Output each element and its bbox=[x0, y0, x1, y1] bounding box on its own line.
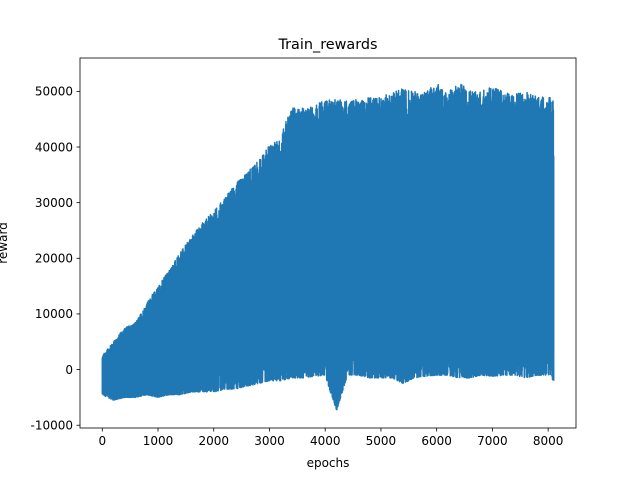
y-tick-label: -10000 bbox=[30, 419, 73, 433]
x-tick-label: 4000 bbox=[310, 434, 341, 448]
x-tick-label: 7000 bbox=[477, 434, 508, 448]
y-axis-label: reward bbox=[0, 222, 10, 264]
x-axis-ticks: 0 1000 2000 3000 4000 5000 6000 7000 8000 bbox=[98, 428, 563, 448]
chart-title: Train_rewards bbox=[277, 37, 377, 53]
x-tick-label: 0 bbox=[98, 434, 106, 448]
y-axis-ticks: -10000 0 10000 20000 30000 40000 50000 bbox=[30, 85, 80, 433]
x-tick-label: 8000 bbox=[533, 434, 564, 448]
y-tick-label: 50000 bbox=[35, 85, 73, 99]
x-tick-label: 6000 bbox=[421, 434, 452, 448]
y-tick-label: 10000 bbox=[35, 307, 73, 321]
x-tick-label: 3000 bbox=[254, 434, 285, 448]
y-tick-label: 0 bbox=[65, 363, 73, 377]
series-line bbox=[101, 83, 555, 411]
x-tick-label: 1000 bbox=[143, 434, 174, 448]
y-tick-label: 40000 bbox=[35, 140, 73, 154]
x-tick-label: 5000 bbox=[366, 434, 397, 448]
x-axis-label: epochs bbox=[307, 456, 350, 470]
y-tick-label: 20000 bbox=[35, 252, 73, 266]
axes-frame bbox=[79, 57, 577, 429]
y-tick-label: 30000 bbox=[35, 196, 73, 210]
series-layer bbox=[101, 83, 555, 411]
x-tick-label: 2000 bbox=[198, 434, 229, 448]
